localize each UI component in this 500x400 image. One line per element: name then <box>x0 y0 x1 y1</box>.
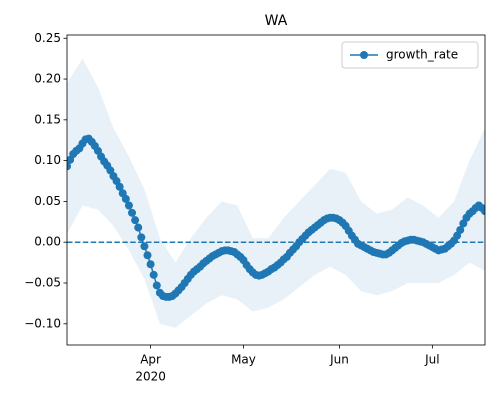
confidence-band <box>67 58 485 328</box>
point <box>456 225 465 234</box>
y-tick-label: 0.10 <box>34 153 61 167</box>
point <box>149 270 158 279</box>
plot-area <box>67 58 485 328</box>
y-tick-label: −0.05 <box>24 276 61 290</box>
y-tick-label: 0.05 <box>34 194 61 208</box>
point <box>134 223 143 232</box>
y-tick-label: 0.00 <box>34 235 61 249</box>
point <box>152 281 161 290</box>
legend-marker <box>360 51 368 59</box>
point <box>128 208 137 217</box>
point <box>115 182 124 191</box>
point <box>481 207 485 216</box>
x-year-label: 2020 <box>135 370 166 384</box>
point <box>124 201 133 210</box>
y-tick-label: 0.15 <box>34 112 61 126</box>
x-tick-label: Jul <box>424 353 439 367</box>
x-tick-label: May <box>231 353 256 367</box>
legend-label: growth_rate <box>386 48 458 62</box>
legend-box <box>341 41 479 69</box>
y-tick-label: 0.20 <box>34 72 61 86</box>
y-tick-label: 0.25 <box>34 31 61 45</box>
point <box>146 260 155 269</box>
axes-frame <box>66 34 486 346</box>
legend: growth_rate <box>341 41 479 69</box>
x-tick-label: Apr <box>140 353 161 367</box>
chart-title: WA <box>265 13 288 29</box>
y-tick-label: −0.10 <box>24 316 61 330</box>
x-tick-label: Jun <box>329 353 349 367</box>
point <box>131 216 140 225</box>
point <box>140 242 149 251</box>
point <box>121 194 130 203</box>
point <box>137 233 146 242</box>
point <box>67 162 71 171</box>
point <box>143 251 152 260</box>
